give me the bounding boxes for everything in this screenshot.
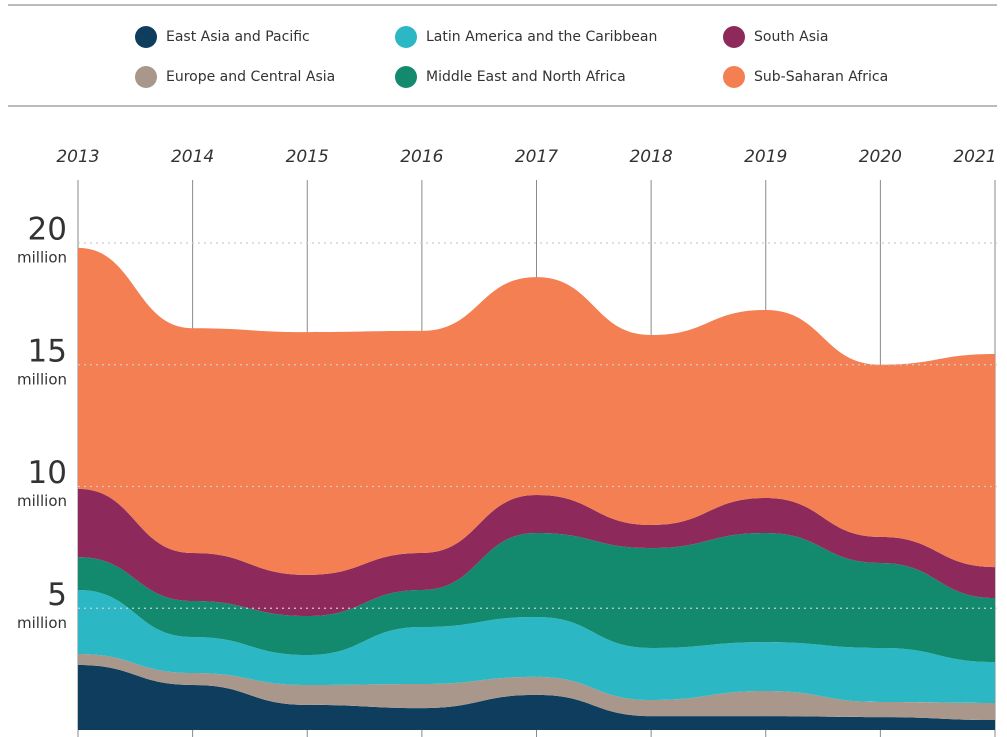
y-unit-label: million [17, 370, 67, 388]
y-tick-label: 15 [28, 333, 67, 369]
legend-label: Middle East and North Africa [426, 69, 626, 85]
x-tick-label: 2017 [515, 147, 558, 167]
x-tick-label: 2016 [400, 147, 443, 167]
legend-swatch [723, 66, 745, 88]
area [78, 664, 995, 730]
y-tick-label: 20 [28, 212, 67, 248]
legend-swatch [395, 26, 417, 48]
x-tick-label: 2019 [744, 147, 787, 167]
area [78, 589, 995, 703]
area [78, 247, 995, 575]
area [78, 654, 995, 721]
area [78, 488, 995, 617]
x-tick-label: 2013 [56, 147, 99, 167]
legend-label: Sub-Saharan Africa [754, 69, 888, 85]
legend-swatch [135, 66, 157, 88]
legend-swatch [135, 26, 157, 48]
y-unit-label: million [17, 614, 67, 632]
y-tick-label: 10 [28, 455, 67, 491]
legend-label: East Asia and Pacific [166, 29, 310, 45]
legend-label: Latin America and the Caribbean [426, 29, 657, 45]
y-unit-label: million [17, 492, 67, 510]
legend-label: South Asia [754, 29, 828, 45]
x-tick-label: 2015 [286, 147, 329, 167]
legend-swatch [395, 66, 417, 88]
x-tick-label: 2018 [629, 147, 672, 167]
area [78, 533, 995, 663]
legend-label: Europe and Central Asia [166, 69, 335, 85]
y-tick-label: 5 [47, 577, 67, 613]
x-tick-label: 2021 [953, 147, 996, 167]
x-tick-label: 2014 [171, 147, 214, 167]
legend-swatch [723, 26, 745, 48]
x-tick-label: 2020 [859, 147, 902, 167]
y-unit-label: million [17, 249, 67, 267]
